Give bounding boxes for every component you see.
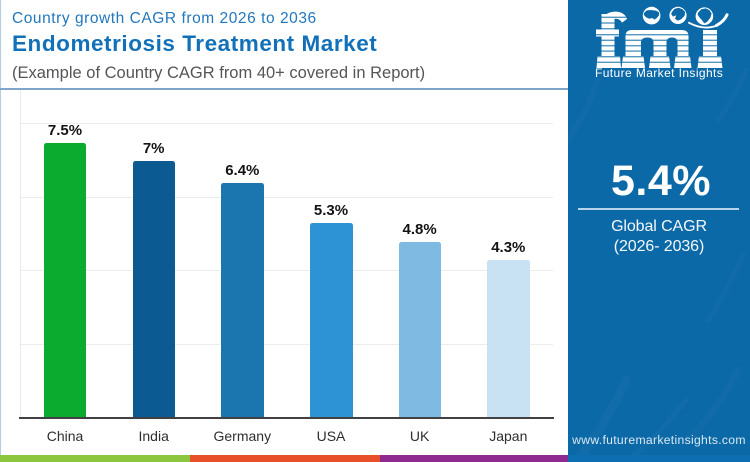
svg-text:Future Market Insights: Future Market Insights: [595, 66, 723, 80]
